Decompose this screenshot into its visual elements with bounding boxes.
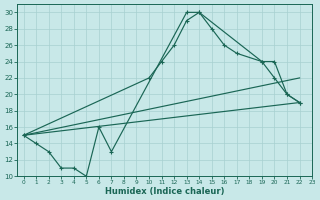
X-axis label: Humidex (Indice chaleur): Humidex (Indice chaleur) <box>105 187 224 196</box>
